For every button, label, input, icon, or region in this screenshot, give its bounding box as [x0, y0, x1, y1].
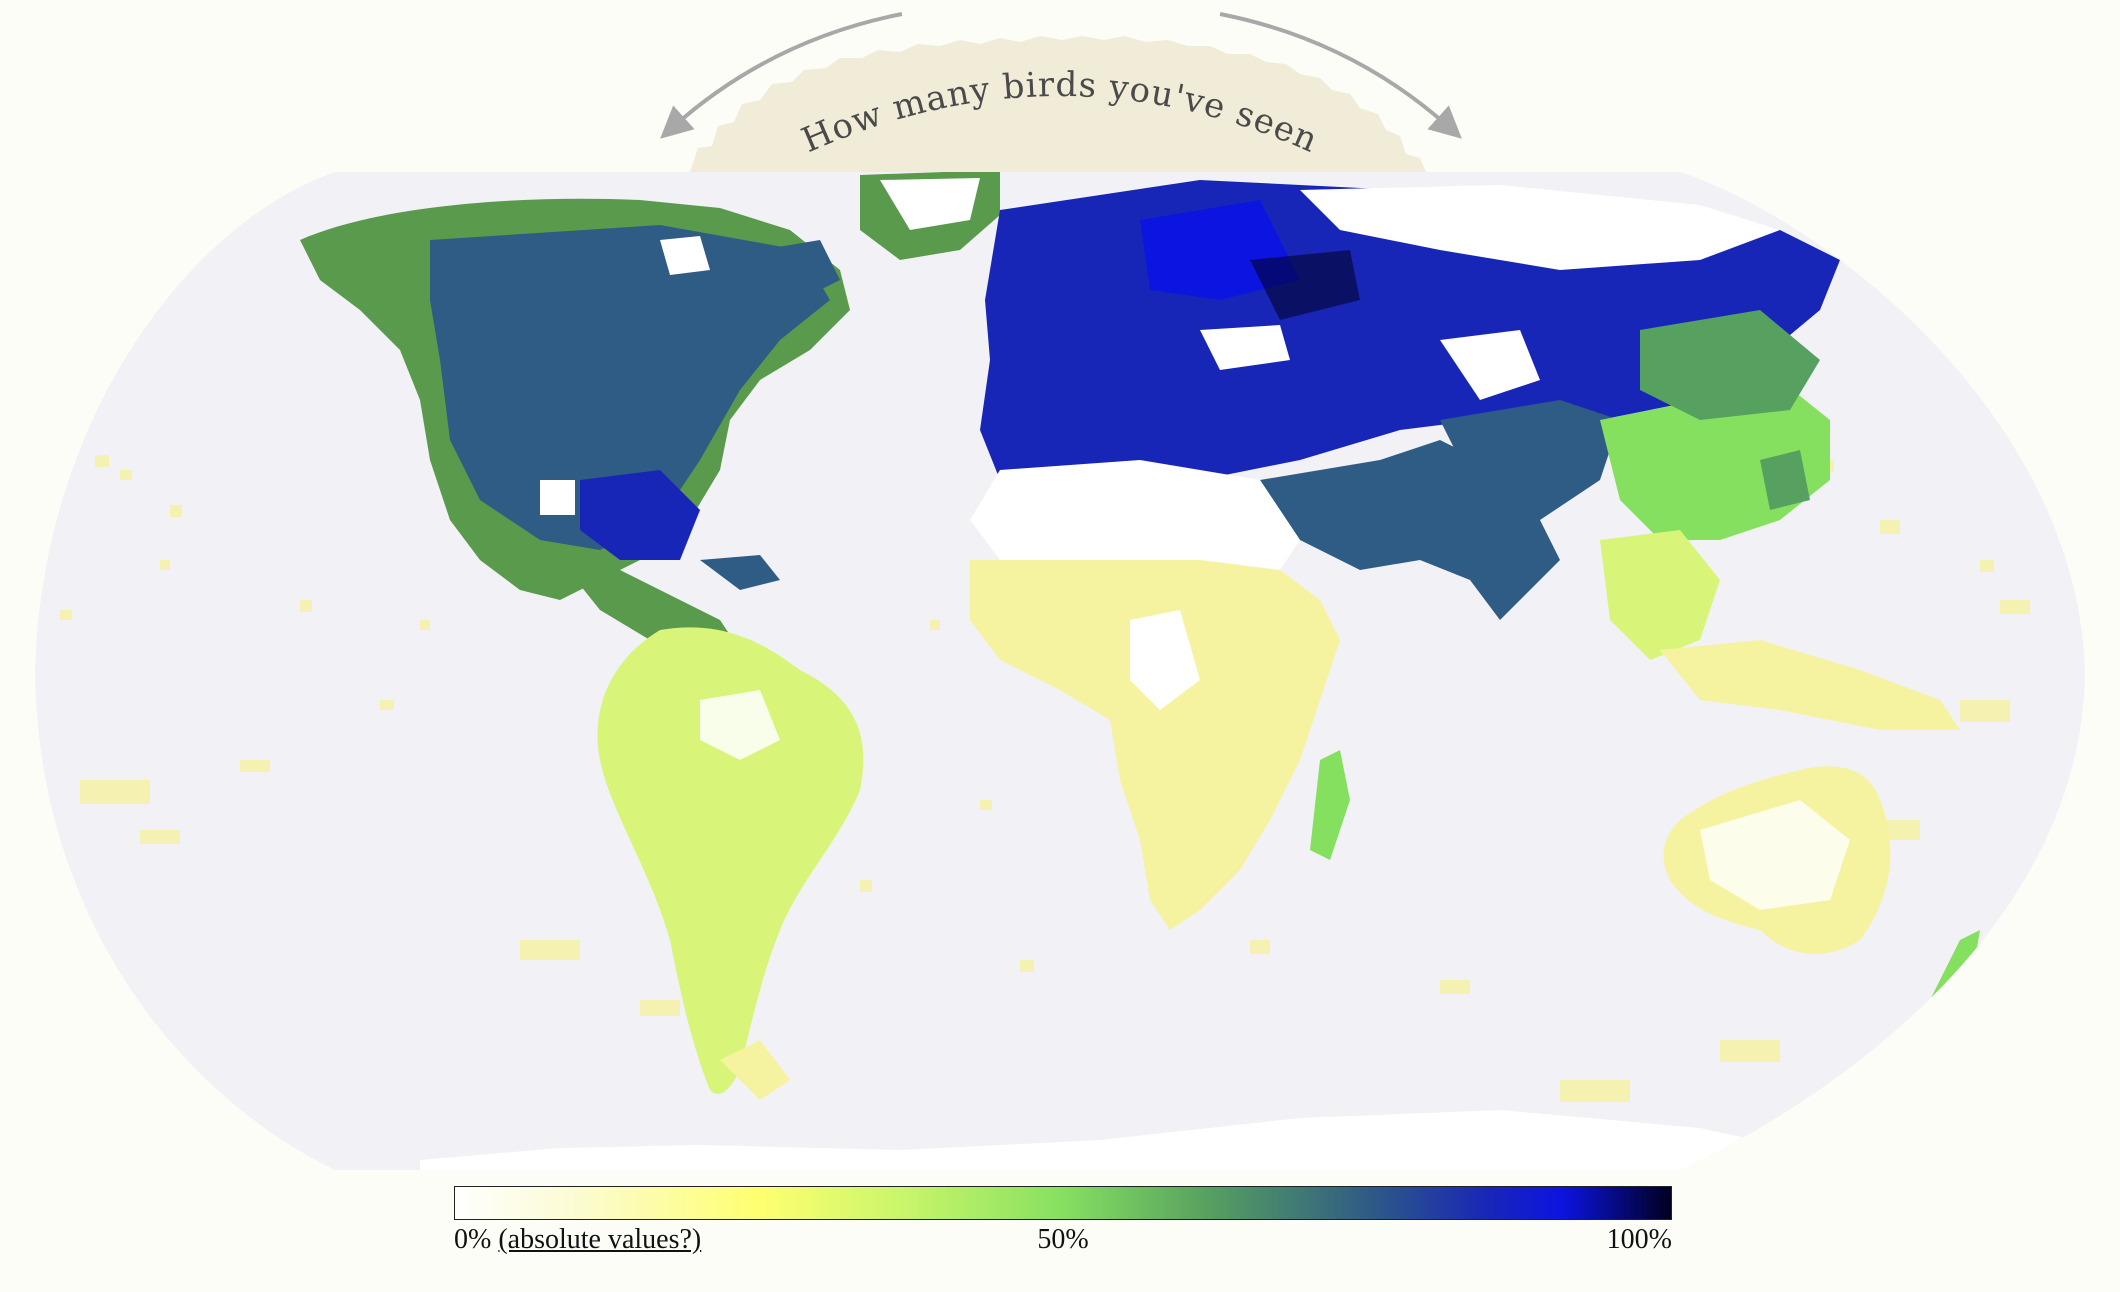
- title-banner: How many birds you've seen: [690, 36, 1426, 172]
- east-asia[interactable]: [1600, 310, 1830, 540]
- legend-mid-label: 50%: [1037, 1224, 1089, 1255]
- madagascar[interactable]: [1310, 750, 1350, 860]
- southeast-asia[interactable]: [1600, 530, 1720, 660]
- legend-gradient: [454, 1186, 1672, 1220]
- color-legend: 0% (absolute values?) 50% 100%: [454, 1186, 1672, 1260]
- europe-russia[interactable]: [980, 180, 1840, 490]
- legend-min-group: 0% (absolute values?): [454, 1224, 701, 1256]
- absolute-values-link[interactable]: (absolute values?): [498, 1224, 702, 1255]
- sahara[interactable]: [970, 460, 1300, 570]
- africa[interactable]: [970, 560, 1340, 930]
- greenland[interactable]: [860, 170, 1000, 260]
- legend-max-label: 100%: [1606, 1224, 1672, 1255]
- legend-min-label: 0%: [454, 1224, 492, 1255]
- antarctica[interactable]: [420, 1110, 1800, 1172]
- rotate-right-arrow-icon[interactable]: [1219, 12, 1462, 139]
- south-america[interactable]: [597, 627, 864, 1100]
- middle-east-india[interactable]: [1260, 400, 1620, 620]
- australia[interactable]: [1663, 766, 1891, 954]
- indonesia[interactable]: [1660, 640, 1960, 730]
- north-america[interactable]: [300, 198, 850, 600]
- rotate-left-arrow-icon[interactable]: [660, 12, 903, 139]
- legend-labels: 0% (absolute values?) 50% 100%: [454, 1224, 1672, 1260]
